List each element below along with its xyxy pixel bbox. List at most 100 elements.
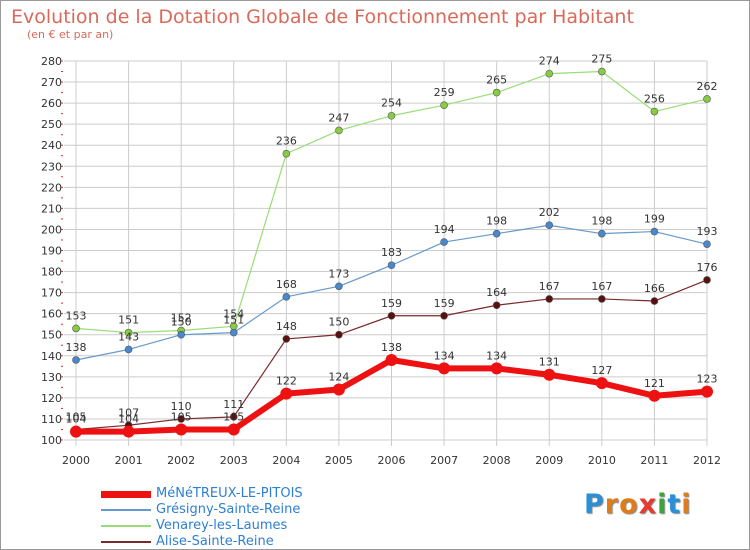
data-point <box>492 88 501 97</box>
y-tick-label: 120 <box>41 392 62 405</box>
data-label: 105 <box>66 410 87 423</box>
y-tick-label: 110 <box>41 413 62 426</box>
data-point <box>387 111 396 120</box>
data-label: 138 <box>381 341 402 354</box>
y-tick-label: 280 <box>41 55 62 68</box>
y-tick-label: 140 <box>41 350 62 363</box>
y-tick-label: 160 <box>41 308 62 321</box>
legend-swatch <box>101 486 151 502</box>
data-label: 105 <box>223 410 244 423</box>
x-tick-label: 2000 <box>62 454 90 467</box>
data-point <box>72 324 80 333</box>
data-point <box>650 107 659 116</box>
data-label: 105 <box>171 410 192 423</box>
data-point <box>282 293 291 301</box>
data-label: 167 <box>539 280 560 293</box>
data-label: 168 <box>276 278 297 291</box>
data-point <box>598 295 606 303</box>
data-point <box>492 301 501 310</box>
data-label: 198 <box>486 215 507 228</box>
y-tick-label: 260 <box>41 97 62 110</box>
y-tick-label: 210 <box>41 202 62 215</box>
data-label: 193 <box>697 225 718 238</box>
data-point <box>440 311 448 320</box>
data-point <box>703 95 711 103</box>
data-label: 138 <box>66 341 87 354</box>
y-tick-label: 180 <box>41 266 62 279</box>
data-point <box>335 330 343 339</box>
data-label: 262 <box>697 80 718 93</box>
y-tick-label: 240 <box>41 139 62 152</box>
x-tick-label: 2002 <box>167 454 195 467</box>
data-point <box>282 149 291 158</box>
y-tick-label: 190 <box>41 245 62 258</box>
data-point <box>650 297 659 305</box>
data-label: 274 <box>539 55 560 68</box>
data-label: 202 <box>539 206 560 219</box>
data-label: 148 <box>276 320 297 333</box>
data-point <box>332 383 345 396</box>
data-point <box>490 362 503 375</box>
y-tick-label: 100 <box>41 434 62 447</box>
x-tick-label: 2004 <box>272 454 300 467</box>
data-label: 153 <box>66 309 87 322</box>
data-label: 159 <box>381 297 402 310</box>
data-label: 121 <box>644 377 665 390</box>
data-point <box>545 69 554 78</box>
data-point <box>598 67 606 76</box>
data-label: 176 <box>697 261 718 274</box>
data-point <box>648 389 661 402</box>
x-tick-label: 2009 <box>535 454 563 467</box>
data-point <box>229 413 238 421</box>
legend-swatch <box>101 534 151 550</box>
data-point <box>70 425 82 438</box>
logo-letter: t <box>667 489 682 520</box>
logo-letter: i <box>657 489 668 520</box>
y-tick-label: 250 <box>41 118 62 131</box>
data-label: 164 <box>486 286 507 299</box>
data-point <box>175 423 188 436</box>
x-tick-label: 2011 <box>640 454 668 467</box>
data-label: 123 <box>697 373 718 386</box>
data-label: 104 <box>118 413 139 426</box>
data-point <box>492 229 501 238</box>
data-label: 254 <box>381 97 402 110</box>
data-label: 275 <box>591 53 612 66</box>
legend-swatch <box>101 518 151 534</box>
x-tick-label: 2001 <box>115 454 143 467</box>
legend-label: Venarey-les-Laumes <box>156 518 288 533</box>
data-label: 122 <box>276 375 297 388</box>
x-tick-label: 2010 <box>588 454 616 467</box>
data-point <box>440 101 448 110</box>
y-tick-label: 220 <box>41 181 62 194</box>
data-label: 151 <box>223 314 244 327</box>
chart-title: Evolution de la Dotation Globale de Fonc… <box>11 6 634 28</box>
data-label: 199 <box>644 213 665 226</box>
data-point <box>387 261 396 270</box>
data-label: 124 <box>328 370 349 383</box>
data-point <box>227 423 240 436</box>
data-label: 154 <box>223 307 244 320</box>
data-label: 173 <box>328 267 349 280</box>
x-tick-label: 2008 <box>483 454 511 467</box>
x-tick-label: 2005 <box>325 454 353 467</box>
data-label: 152 <box>171 312 192 325</box>
x-tick-label: 2006 <box>378 454 406 467</box>
data-label: 110 <box>171 400 192 413</box>
data-point <box>545 221 554 230</box>
data-point <box>595 377 608 390</box>
y-tick-label: 150 <box>41 329 62 342</box>
y-tick-label: 230 <box>41 160 62 173</box>
data-point <box>438 362 451 375</box>
x-tick-label: 2012 <box>693 454 721 467</box>
data-label: 151 <box>118 314 139 327</box>
legend-swatch <box>101 502 151 518</box>
data-label: 256 <box>644 93 665 106</box>
data-point <box>124 328 133 337</box>
data-point <box>545 295 554 303</box>
data-point <box>335 282 343 291</box>
data-point <box>387 311 396 320</box>
y-tick-label: 270 <box>41 76 62 89</box>
data-label: 107 <box>118 406 139 419</box>
